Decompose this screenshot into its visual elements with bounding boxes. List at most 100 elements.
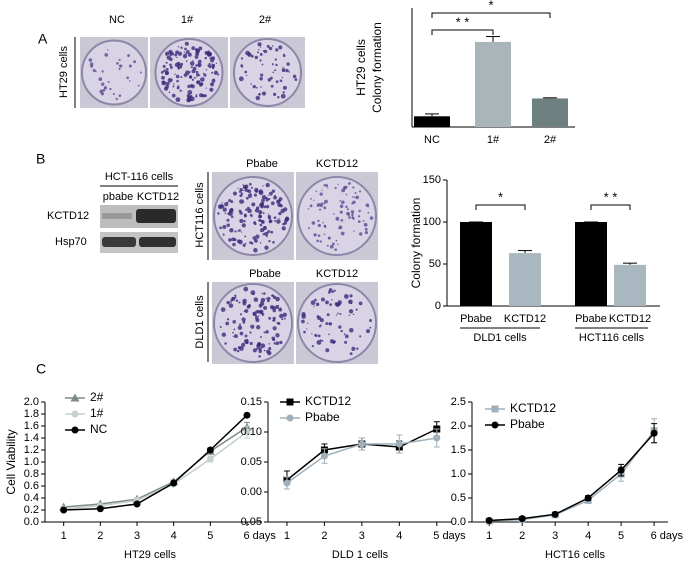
colony <box>272 326 277 331</box>
y-tick-label: 0.4 <box>24 492 39 504</box>
point <box>283 479 291 487</box>
colony <box>278 45 283 50</box>
colony <box>274 194 277 197</box>
colony <box>238 301 241 304</box>
colony <box>195 48 200 54</box>
point <box>584 494 592 502</box>
colony <box>310 300 316 306</box>
colony <box>354 192 357 194</box>
colony <box>268 343 270 345</box>
colony <box>274 58 277 61</box>
legend-marker <box>286 414 294 422</box>
colony <box>275 48 279 52</box>
colony <box>228 198 232 203</box>
dish <box>213 176 293 256</box>
point <box>395 440 403 448</box>
colony <box>261 220 264 223</box>
colony <box>323 202 326 205</box>
y-tick-label: 2.0 <box>24 396 39 408</box>
colony <box>275 341 280 346</box>
colony <box>188 75 193 79</box>
colony <box>352 186 355 189</box>
legend-label: NC <box>90 422 108 436</box>
colony <box>258 349 262 354</box>
colony <box>176 61 181 66</box>
colony <box>328 333 330 336</box>
colony <box>282 91 285 94</box>
colony <box>171 93 176 98</box>
colony <box>177 85 180 88</box>
colony <box>271 336 275 340</box>
colony <box>363 222 368 227</box>
y-tick-label: 0.00 <box>241 486 262 498</box>
colony <box>217 73 220 76</box>
colony <box>184 41 189 46</box>
colony <box>259 301 265 306</box>
colony <box>369 216 374 220</box>
colony <box>240 64 244 67</box>
colony <box>278 211 282 216</box>
colony <box>331 242 335 246</box>
colony <box>321 339 324 342</box>
colony <box>174 73 176 75</box>
colony <box>237 187 239 189</box>
x-axis-label: DLD 1 cells <box>332 549 389 561</box>
point <box>320 452 328 460</box>
colony <box>265 204 270 209</box>
x-tick-label: 5 days <box>433 530 466 542</box>
blot-title: HCT-116 cells <box>105 171 174 183</box>
colony <box>261 292 263 295</box>
colony <box>323 206 327 210</box>
x-tick-label: 6 days <box>651 530 684 542</box>
colony <box>316 205 319 207</box>
colony <box>261 63 264 66</box>
legend-label: KCTD12 <box>305 394 351 408</box>
colony <box>258 92 261 96</box>
colony <box>263 205 267 209</box>
y-tick-label: 2.0 <box>451 420 466 432</box>
colony <box>244 189 247 192</box>
y-tick-label: -0.05 <box>237 516 262 528</box>
colony <box>237 325 243 330</box>
colony <box>268 347 272 351</box>
colony <box>319 208 322 211</box>
panel-label: B <box>36 151 45 167</box>
dish <box>233 38 302 107</box>
colony <box>270 294 273 297</box>
colony <box>303 330 306 334</box>
x-tick-label: 5 <box>207 530 213 542</box>
colony <box>314 298 317 302</box>
colony <box>325 300 329 305</box>
colony <box>340 218 344 222</box>
colony <box>253 222 257 226</box>
colony <box>246 206 250 210</box>
colony <box>271 189 276 193</box>
x-tick-label: 4 <box>585 530 591 542</box>
colony <box>288 71 291 73</box>
colony <box>317 223 321 228</box>
colony <box>256 347 259 350</box>
colony <box>115 97 119 101</box>
colony <box>273 216 277 220</box>
colony <box>313 305 315 307</box>
colony <box>249 182 252 186</box>
colony <box>268 46 273 51</box>
colony <box>352 196 354 198</box>
colony <box>268 191 273 196</box>
colony <box>315 302 320 307</box>
colony <box>341 200 345 205</box>
colony <box>219 226 223 230</box>
colony <box>233 334 238 339</box>
colony <box>168 91 171 94</box>
colony <box>260 46 262 48</box>
colony <box>272 316 276 320</box>
colony <box>128 80 131 82</box>
colony <box>318 325 322 328</box>
y-tick-label: 0.0 <box>24 516 39 528</box>
colony <box>239 199 244 204</box>
photo-label: Pbabe <box>249 268 281 280</box>
colony <box>237 230 239 232</box>
colony <box>349 294 353 298</box>
colony <box>281 76 284 79</box>
y-tick-label: 150 <box>423 174 441 186</box>
